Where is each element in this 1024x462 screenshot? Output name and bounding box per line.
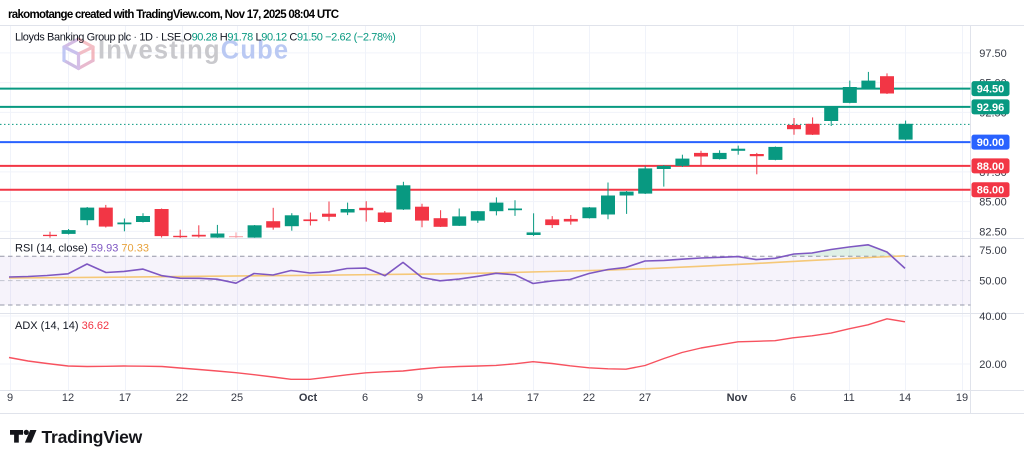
svg-text:Nov: Nov [727, 392, 749, 404]
svg-text:27: 27 [639, 392, 651, 404]
svg-text:14: 14 [899, 392, 911, 404]
svg-text:ADX (14, 14) 36.62: ADX (14, 14) 36.62 [15, 320, 109, 332]
svg-text:19: 19 [956, 392, 968, 404]
svg-text:RSI (14, close) 59.93 70.33: RSI (14, close) 59.93 70.33 [15, 243, 149, 255]
svg-text:17: 17 [527, 392, 539, 404]
svg-text:86.00: 86.00 [977, 185, 1005, 197]
svg-text:Oct: Oct [299, 392, 318, 404]
svg-text:88.00: 88.00 [977, 161, 1005, 173]
svg-text:TradingView: TradingView [42, 427, 143, 447]
svg-text:40.00: 40.00 [979, 311, 1007, 323]
svg-text:InvestingCube: InvestingCube [98, 37, 289, 65]
svg-text:94.50: 94.50 [977, 84, 1005, 96]
svg-text:75.00: 75.00 [979, 245, 1007, 257]
svg-text:85.00: 85.00 [979, 197, 1007, 209]
svg-text:9: 9 [7, 392, 13, 404]
svg-text:6: 6 [362, 392, 368, 404]
svg-text:Lloyds Banking Group plc · 1D: Lloyds Banking Group plc · 1D · LSE O90.… [15, 32, 395, 44]
svg-text:25: 25 [231, 392, 243, 404]
svg-text:11: 11 [843, 392, 854, 404]
svg-text:rakomotange created with Tradi: rakomotange created with TradingView.com… [8, 9, 339, 21]
svg-text:50.00: 50.00 [979, 276, 1007, 288]
svg-text:17: 17 [119, 392, 131, 404]
svg-text:22: 22 [176, 392, 188, 404]
svg-text:9: 9 [417, 392, 423, 404]
svg-text:6: 6 [790, 392, 796, 404]
svg-text:92.96: 92.96 [977, 102, 1005, 114]
svg-text:14: 14 [471, 392, 483, 404]
svg-text:20.00: 20.00 [979, 359, 1007, 371]
svg-text:90.00: 90.00 [977, 137, 1005, 149]
svg-text:12: 12 [62, 392, 74, 404]
svg-text:22: 22 [583, 392, 595, 404]
svg-text:97.50: 97.50 [979, 48, 1007, 60]
svg-text:82.50: 82.50 [979, 226, 1007, 238]
